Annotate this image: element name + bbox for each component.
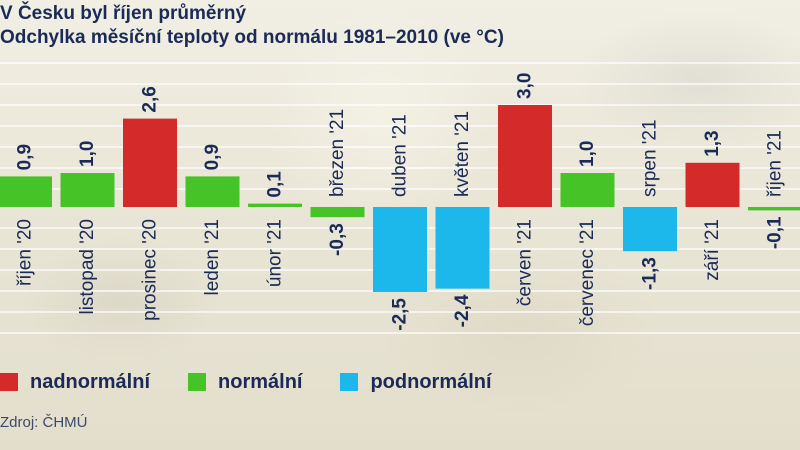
category-label: únor '21 — [265, 219, 286, 287]
data-label: -0,1 — [765, 216, 786, 249]
bar — [60, 173, 115, 207]
category-label: září '21 — [702, 219, 723, 281]
legend-swatch-podnormalni — [340, 373, 359, 391]
data-label: 3,0 — [515, 73, 536, 99]
data-label: 0,9 — [15, 144, 36, 170]
bar — [123, 118, 177, 207]
data-label: -2,5 — [390, 298, 411, 331]
source-note: Zdroj: ČHMÚ — [0, 414, 88, 431]
category-label: leden '21 — [202, 219, 223, 296]
category-label: srpen '21 — [640, 119, 661, 197]
data-label: -2,4 — [452, 294, 473, 327]
bar — [498, 105, 552, 207]
category-label: listopad '20 — [77, 219, 98, 315]
legend-item-podnormalni: podnormální — [340, 370, 492, 394]
legend-label-podnormalni: podnormální — [370, 370, 492, 393]
data-label: 1,0 — [577, 141, 598, 167]
category-label: duben '21 — [390, 114, 411, 197]
legend-label-nadnormalni: nadnormální — [30, 370, 151, 393]
category-label: březen '21 — [327, 109, 348, 197]
bar — [560, 173, 615, 207]
bar — [685, 162, 740, 207]
bar — [248, 203, 302, 207]
data-label: 2,6 — [140, 86, 161, 112]
legend-swatch-nadnormalni — [0, 373, 18, 391]
legend-swatch-normalni — [188, 373, 207, 391]
chart-title: V Česku byl říjen průměrný — [0, 3, 247, 24]
data-label: 1,3 — [702, 130, 723, 156]
category-label: červen '21 — [515, 219, 536, 306]
bar — [748, 207, 800, 211]
data-label: -1,3 — [640, 257, 661, 290]
legend-item-normalni: normální — [188, 371, 302, 394]
data-label: 1,0 — [77, 141, 98, 167]
category-label: říjen '20 — [15, 219, 36, 286]
bar — [185, 176, 240, 207]
data-label: -0,3 — [327, 223, 348, 256]
category-label: květen '21 — [452, 111, 473, 197]
category-label: říjen '21 — [765, 130, 786, 197]
legend-label-normalni: normální — [218, 370, 303, 393]
data-label: 0,1 — [265, 171, 286, 198]
category-label: prosinec '20 — [140, 219, 161, 321]
bar — [435, 207, 490, 289]
bar — [373, 207, 427, 292]
bar — [310, 207, 365, 218]
category-label: červenec '21 — [577, 219, 598, 326]
bar — [623, 207, 677, 252]
legend-item-nadnormalni: nadnormální — [0, 371, 150, 394]
data-label: 0,9 — [202, 144, 223, 170]
legend: nadnormální normální podnormální — [0, 370, 530, 394]
bar — [0, 176, 52, 207]
chart-subtitle: Odchylka měsíční teploty od normálu 1981… — [0, 27, 504, 48]
